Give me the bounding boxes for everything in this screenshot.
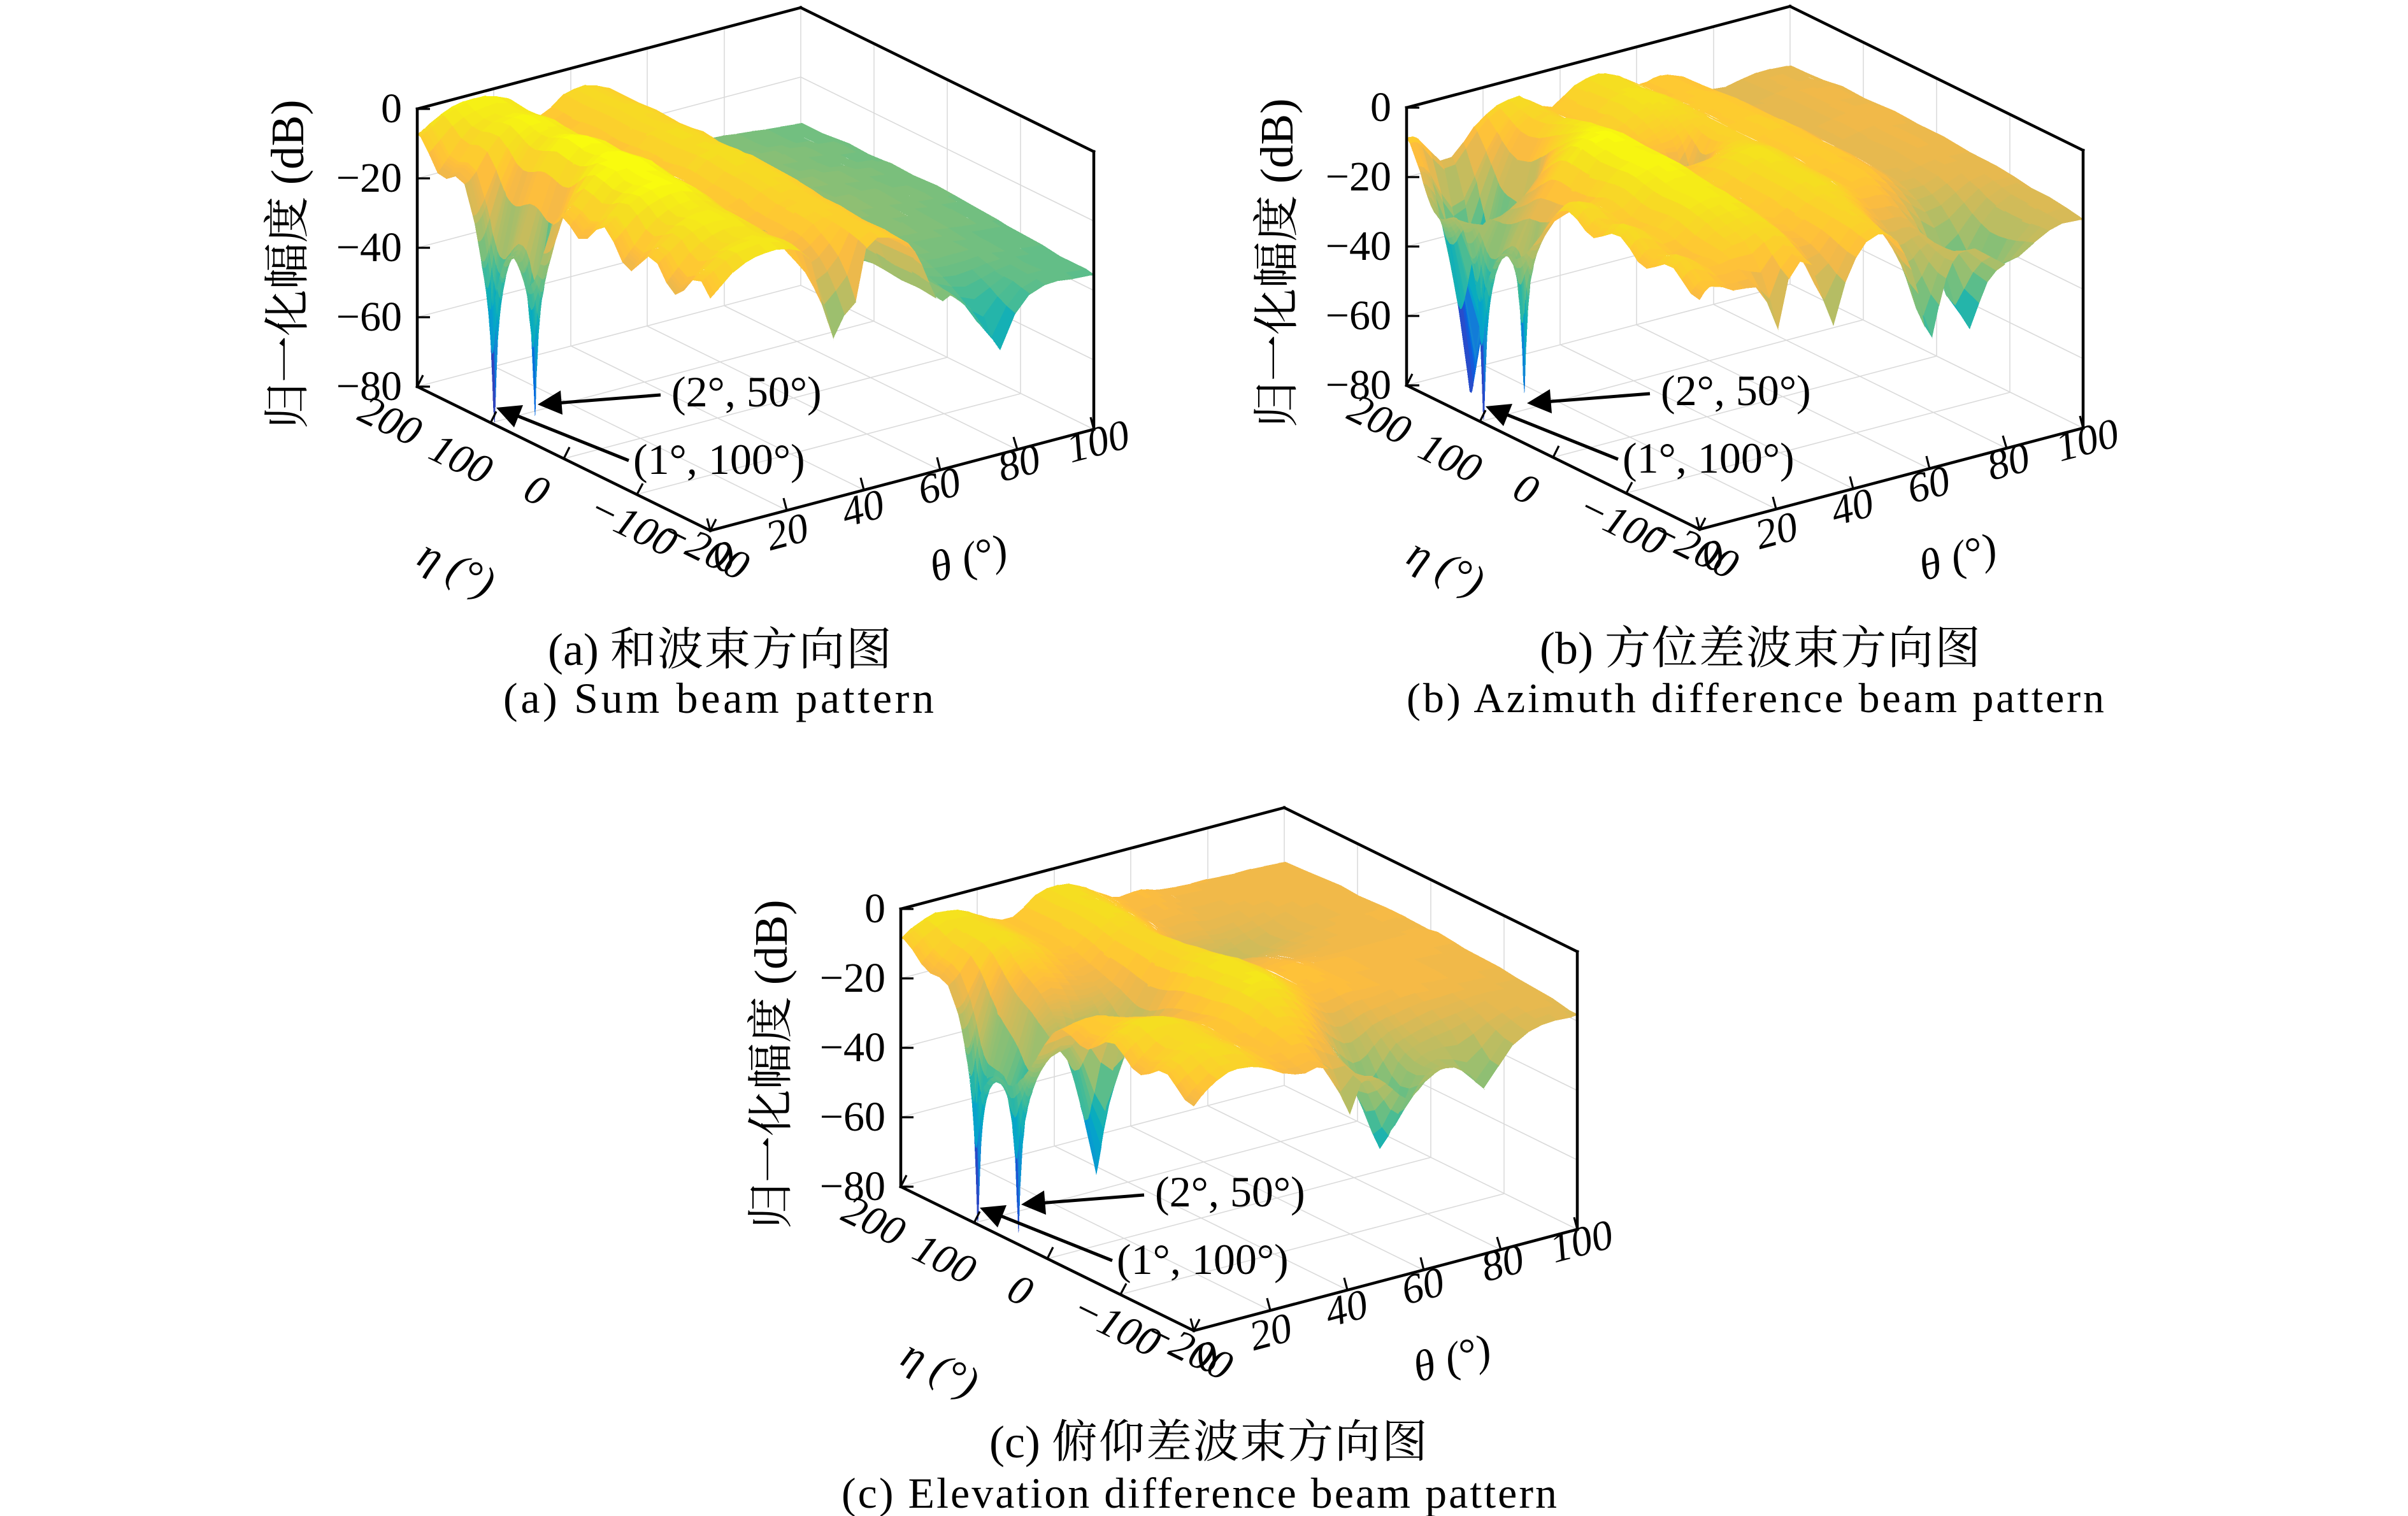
svg-text:(c): (c)	[989, 1417, 1040, 1468]
svg-text:(2°, 50°): (2°, 50°)	[1155, 1168, 1305, 1216]
svg-text:(b) Azimuth difference beam pa: (b) Azimuth difference beam pattern	[1407, 675, 2104, 722]
svg-text:−40: −40	[1326, 223, 1391, 269]
svg-text:0: 0	[864, 885, 885, 932]
svg-text:−20: −20	[1326, 154, 1391, 200]
svg-text:−80: −80	[336, 363, 402, 410]
svg-text:(b): (b)	[1540, 623, 1593, 674]
svg-text:(1°, 100°): (1°, 100°)	[1623, 434, 1795, 482]
svg-text:0: 0	[1370, 84, 1391, 131]
svg-text:−80: −80	[820, 1163, 885, 1210]
svg-text:(c) Elevation difference beam: (c) Elevation difference beam pattern	[842, 1469, 1557, 1516]
svg-text:−80: −80	[1326, 362, 1391, 408]
svg-text:−20: −20	[336, 155, 402, 201]
svg-text:−40: −40	[336, 224, 402, 271]
svg-text:(1°, 100°): (1°, 100°)	[633, 435, 805, 483]
svg-text:−60: −60	[820, 1094, 885, 1140]
svg-text:(2°, 50°): (2°, 50°)	[671, 368, 822, 416]
svg-text:(a) Sum beam pattern: (a) Sum beam pattern	[503, 674, 934, 722]
svg-text:(a): (a)	[548, 624, 599, 675]
svg-text:(1°, 100°): (1°, 100°)	[1117, 1235, 1289, 1284]
svg-text:−60: −60	[336, 294, 402, 340]
svg-text:(dB): (dB)	[1251, 98, 1303, 195]
svg-text:(dB): (dB)	[745, 899, 797, 996]
svg-text:0: 0	[381, 85, 402, 132]
svg-text:−60: −60	[1326, 292, 1391, 339]
svg-text:(2°, 50°): (2°, 50°)	[1661, 366, 1811, 415]
svg-text:(dB): (dB)	[262, 99, 313, 196]
svg-text:−40: −40	[820, 1024, 885, 1071]
svg-text:−20: −20	[820, 955, 885, 1001]
